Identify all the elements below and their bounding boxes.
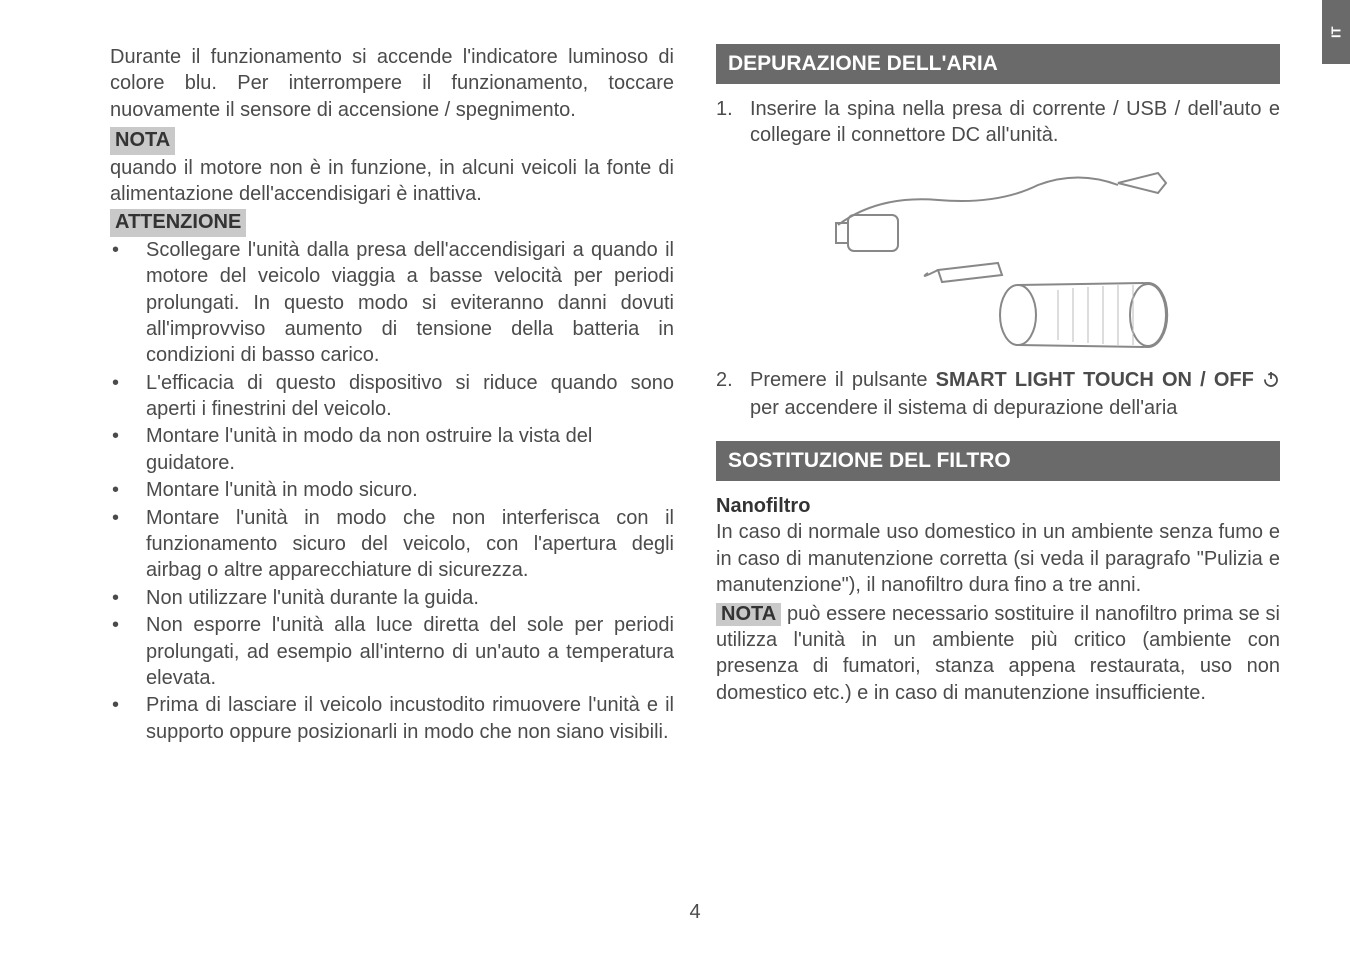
bullet-text: Prima di lasciare il veicolo incustodito… (146, 692, 674, 745)
page-number: 4 (110, 893, 1280, 924)
power-icon (1262, 369, 1280, 395)
steps-list-2: 2. Premere il pulsante SMART LIGHT TOUCH… (716, 367, 1280, 422)
step2-pre: Premere il pulsante (750, 369, 936, 391)
bullet-icon: • (110, 692, 146, 745)
left-column: Durante il funzionamento si accende l'in… (110, 44, 674, 893)
list-item: • L'efficacia di questo dispositivo si r… (110, 370, 674, 423)
nota-label-inline: NOTA (716, 603, 781, 626)
list-item: • Prima di lasciare il veicolo incustodi… (110, 692, 674, 745)
nanofiltro-para: In caso di normale uso domestico in un a… (716, 519, 1280, 598)
list-item: • Non esporre l'unità alla luce diretta … (110, 612, 674, 691)
bullet-text: Non esporre l'unità alla luce diretta de… (146, 612, 674, 691)
list-item: • Montare l'unità in modo da non ostruir… (110, 423, 674, 476)
language-tab: IT (1322, 0, 1350, 64)
step-text: Inserire la spina nella presa di corrent… (750, 96, 1280, 149)
nota-block: NOTA (110, 125, 674, 154)
product-illustration (716, 155, 1280, 355)
nota-label: NOTA (110, 127, 175, 154)
attenzione-label: ATTENZIONE (110, 209, 246, 236)
content-columns: Durante il funzionamento si accende l'in… (110, 44, 1280, 893)
plug-and-purifier-icon (818, 155, 1178, 355)
bullet-text: Montare l'unità in modo sicuro. (146, 477, 674, 503)
section-header-sostituzione: SOSTITUZIONE DEL FILTRO (716, 441, 1280, 481)
list-item: 2. Premere il pulsante SMART LIGHT TOUCH… (716, 367, 1280, 422)
bullet-icon: • (110, 477, 146, 503)
list-item: • Montare l'unità in modo sicuro. (110, 477, 674, 503)
bullet-icon: • (110, 612, 146, 691)
bullet-icon: • (110, 585, 146, 611)
bullet-text: Scollegare l'unità dalla presa dell'acce… (146, 237, 674, 369)
bullet-text: L'efficacia di questo dispositivo si rid… (146, 370, 674, 423)
bullet-icon: • (110, 423, 146, 476)
nanofiltro-subhead: Nanofiltro (716, 493, 1280, 519)
list-item: • Montare l'unità in modo che non interf… (110, 505, 674, 584)
step2-post: per accendere il sistema di depurazione … (750, 397, 1177, 419)
attenzione-block: ATTENZIONE (110, 207, 674, 236)
attenzione-list: • Scollegare l'unità dalla presa dell'ac… (110, 237, 674, 745)
list-item: • Non utilizzare l'unità durante la guid… (110, 585, 674, 611)
spacer (716, 427, 1280, 441)
step2-bold: SMART LIGHT TOUCH ON / OFF (936, 369, 1254, 391)
intro-paragraph: Durante il funzionamento si accende l'in… (110, 44, 674, 123)
bullet-icon: • (110, 237, 146, 369)
bullet-text: Non utilizzare l'unità durante la guida. (146, 585, 674, 611)
bullet-icon: • (110, 505, 146, 584)
bullet-text: Montare l'unità in modo da non ostruire … (146, 423, 674, 476)
nanofiltro-nota: NOTA può essere necessario sostituire il… (716, 601, 1280, 707)
steps-list-1: 1. Inserire la spina nella presa di corr… (716, 96, 1280, 149)
bullet-text: Montare l'unità in modo che non interfer… (146, 505, 674, 584)
manual-page: IT Durante il funzionamento si accende l… (0, 0, 1350, 954)
bullet-icon: • (110, 370, 146, 423)
list-item: • Scollegare l'unità dalla presa dell'ac… (110, 237, 674, 369)
section-header-depurazione: DEPURAZIONE DELL'ARIA (716, 44, 1280, 84)
step-number: 2. (716, 367, 750, 422)
step-number: 1. (716, 96, 750, 149)
nota-rest: può essere necessario sostituire il nano… (716, 603, 1280, 704)
nota-text: quando il motore non è in funzione, in a… (110, 155, 674, 208)
right-column: DEPURAZIONE DELL'ARIA 1. Inserire la spi… (716, 44, 1280, 893)
list-item: 1. Inserire la spina nella presa di corr… (716, 96, 1280, 149)
step-text: Premere il pulsante SMART LIGHT TOUCH ON… (750, 367, 1280, 422)
